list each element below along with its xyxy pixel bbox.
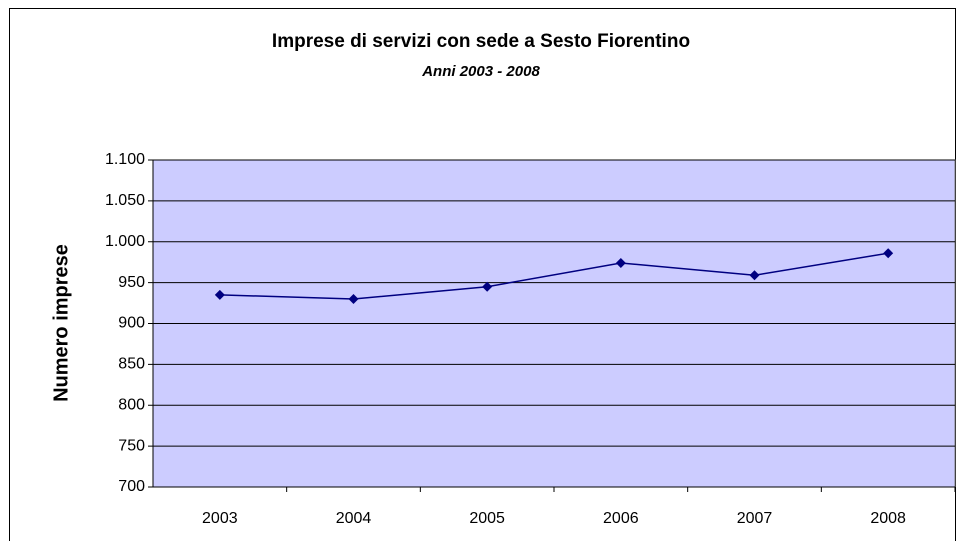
y-tick-label: 1.050 <box>105 192 145 209</box>
marker <box>883 248 894 259</box>
x-tick-label: 2008 <box>870 510 906 527</box>
y-tick-label: 850 <box>118 356 145 373</box>
chart-subtitle: Anni 2003 - 2008 <box>421 63 540 80</box>
x-tick-label: 2005 <box>469 510 505 527</box>
series-line <box>219 252 889 300</box>
marker <box>214 289 225 300</box>
x-tick-label: 2006 <box>603 510 639 527</box>
y-axis-label: Numero imprese <box>50 244 72 402</box>
y-tick-label: 750 <box>118 437 145 454</box>
x-tick-label: 2003 <box>202 510 238 527</box>
y-tick-label: 900 <box>118 315 145 332</box>
chart-title: Imprese di servizi con sede a Sesto Fior… <box>272 31 690 52</box>
marker <box>482 281 493 292</box>
marker <box>348 293 359 304</box>
marker <box>615 258 626 269</box>
x-tick-label: 2004 <box>336 510 372 527</box>
y-tick-label: 1.100 <box>105 151 145 168</box>
y-tick-label: 700 <box>118 478 145 495</box>
x-tick-label: 2007 <box>737 510 773 527</box>
y-tick-label: 1.000 <box>105 233 145 250</box>
marker <box>749 270 760 281</box>
y-tick-label: 950 <box>118 274 145 291</box>
y-tick-label: 800 <box>118 396 145 413</box>
